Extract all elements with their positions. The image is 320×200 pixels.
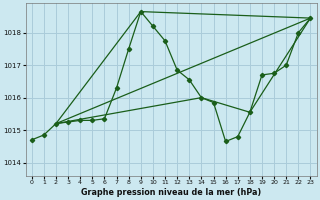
X-axis label: Graphe pression niveau de la mer (hPa): Graphe pression niveau de la mer (hPa) — [81, 188, 261, 197]
